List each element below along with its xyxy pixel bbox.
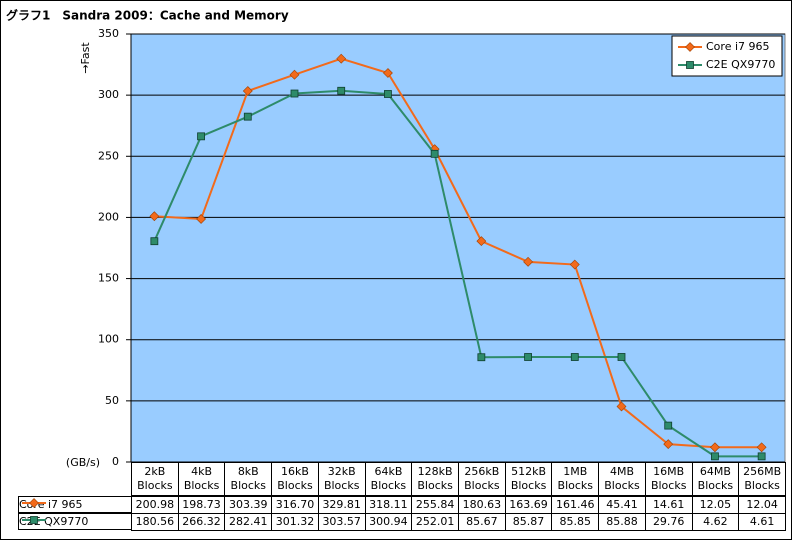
data-point — [197, 132, 205, 141]
data-point — [150, 237, 159, 246]
y-tick-label: 350 — [98, 27, 119, 40]
series-name-cell: Core i7 965 — [18, 496, 132, 513]
table-key-marker — [29, 498, 39, 508]
data-point — [289, 69, 300, 80]
y-unit: (GB/s) — [66, 456, 100, 469]
legend-marker — [686, 61, 694, 69]
table-value: 316.70 — [271, 496, 319, 514]
chart-title: グラフ1 Sandra 2009：Cache and Memory — [6, 8, 289, 23]
table-corner — [18, 462, 132, 496]
table-key — [22, 516, 46, 524]
category-label: 1MB Blocks — [551, 462, 600, 496]
table-value: 4.62 — [691, 513, 740, 531]
table-value: 180.63 — [458, 496, 506, 514]
series-name-cell: C2E QX9770 — [18, 513, 132, 530]
category-label: 64MB Blocks — [691, 462, 740, 496]
table-value: 300.94 — [364, 513, 413, 531]
table-value: 198.73 — [177, 496, 226, 514]
legend-label: Core i7 965 — [706, 40, 770, 53]
table-value: 85.88 — [598, 513, 646, 531]
table-value: 14.61 — [644, 496, 693, 514]
data-point — [569, 259, 580, 270]
table-value: 85.87 — [504, 513, 553, 531]
category-label: 2kB Blocks — [131, 462, 179, 496]
category-label: 4kB Blocks — [177, 462, 226, 496]
category-label: 4MB Blocks — [598, 462, 646, 496]
data-point — [384, 90, 392, 98]
y-tick-label: 300 — [98, 88, 119, 101]
data-point — [616, 401, 627, 412]
data-point — [196, 214, 206, 224]
data-point — [337, 86, 346, 95]
table-value: 45.41 — [598, 496, 646, 514]
data-point — [477, 353, 486, 362]
y-tick-label: 50 — [105, 394, 119, 407]
table-value: 200.98 — [131, 496, 179, 514]
table-value: 4.61 — [738, 513, 786, 531]
data-point — [290, 89, 299, 98]
legend-marker — [685, 42, 695, 52]
legend-label: C2E QX9770 — [706, 58, 775, 71]
data-point — [476, 236, 487, 247]
y-tick-label: 250 — [98, 149, 119, 162]
category-label: 16MB Blocks — [644, 462, 693, 496]
data-point — [664, 421, 673, 430]
data-point — [570, 353, 579, 361]
table-value: 282.41 — [224, 513, 273, 531]
category-label: 128kB Blocks — [411, 462, 459, 496]
table-value: 303.39 — [224, 496, 273, 514]
table-value: 266.32 — [177, 513, 226, 531]
data-point — [242, 86, 253, 96]
data-point — [524, 353, 532, 361]
data-point — [383, 68, 393, 78]
table-value: 303.57 — [317, 513, 366, 531]
table-value: 301.32 — [271, 513, 319, 531]
data-point — [757, 452, 766, 461]
table-value: 161.46 — [551, 496, 600, 514]
category-label: 8kB Blocks — [224, 462, 273, 496]
y-tick-label: 200 — [98, 210, 119, 223]
y-tick-label: 0 — [112, 455, 119, 468]
table-value: 329.81 — [317, 496, 366, 514]
table-value: 255.84 — [411, 496, 459, 514]
table-value: 12.05 — [691, 496, 740, 514]
table-value: 85.67 — [458, 513, 506, 531]
plot-area — [130, 33, 786, 463]
table-key-marker — [30, 516, 38, 524]
table-value: 180.56 — [131, 513, 179, 531]
category-label: 64kB Blocks — [364, 462, 413, 496]
category-label: 256kB Blocks — [458, 462, 506, 496]
data-point — [430, 149, 439, 158]
series-line — [153, 89, 762, 458]
table-value: 252.01 — [411, 513, 459, 531]
data-point — [523, 256, 533, 267]
data-point — [756, 442, 767, 453]
data-point — [710, 442, 720, 453]
category-label: 512kB Blocks — [504, 462, 553, 496]
series-line — [154, 57, 762, 449]
table-value: 318.11 — [364, 496, 413, 514]
category-label: 16kB Blocks — [271, 462, 319, 496]
data-point — [663, 439, 674, 450]
y-tick-label: 100 — [98, 333, 119, 346]
data-point — [243, 112, 252, 121]
table-value: 85.85 — [551, 513, 600, 531]
data-point — [711, 452, 719, 461]
table-value: 163.69 — [504, 496, 553, 514]
table-key — [22, 498, 46, 508]
table-value: 29.76 — [644, 513, 693, 531]
data-point — [149, 211, 160, 222]
category-label: 256MB Blocks — [738, 462, 786, 496]
y-tick-label: 150 — [98, 272, 119, 285]
data-point — [336, 53, 347, 64]
y-axis-label: →Fast — [79, 42, 92, 74]
category-label: 32kB Blocks — [317, 462, 366, 496]
data-point — [617, 353, 626, 361]
table-value: 12.04 — [738, 496, 786, 514]
